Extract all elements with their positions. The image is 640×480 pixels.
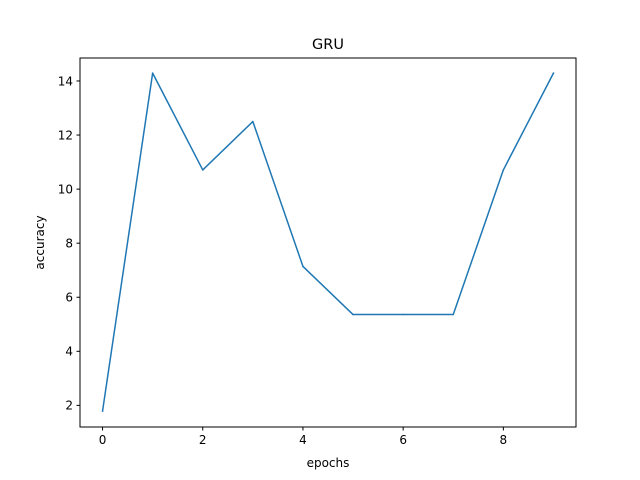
y-tick-label: 6 [65,291,73,305]
data-point [452,313,454,316]
x-tick-label: 2 [199,433,207,447]
x-tick-label: 0 [99,433,107,447]
x-tick-label: 6 [399,433,407,447]
chart-title: GRU [312,37,344,53]
x-axis-label: epochs [307,456,350,470]
data-point [202,169,204,171]
data-point [552,72,555,74]
plot-frame [79,57,577,428]
x-axis-ticks: 0 2 4 6 8 [99,427,507,447]
y-tick-label: 12 [58,128,73,142]
x-tick-label: 4 [299,433,307,447]
y-tick-label: 8 [65,236,73,250]
series-line [101,72,555,412]
data-point [502,169,505,171]
x-tick-label: 8 [500,433,508,447]
y-axis-ticks: 2 4 6 8 10 12 14 [58,74,80,413]
y-tick-label: 2 [65,399,73,413]
data-point [352,313,354,316]
y-axis-label: accuracy [33,215,47,269]
y-tick-label: 4 [65,345,73,359]
data-point [252,120,254,123]
data-point [151,72,154,74]
data-point [101,410,104,412]
data-point [402,313,404,316]
y-tick-label: 14 [58,74,73,88]
series-layer [101,72,555,412]
data-point [302,265,304,268]
y-tick-label: 10 [58,182,73,196]
